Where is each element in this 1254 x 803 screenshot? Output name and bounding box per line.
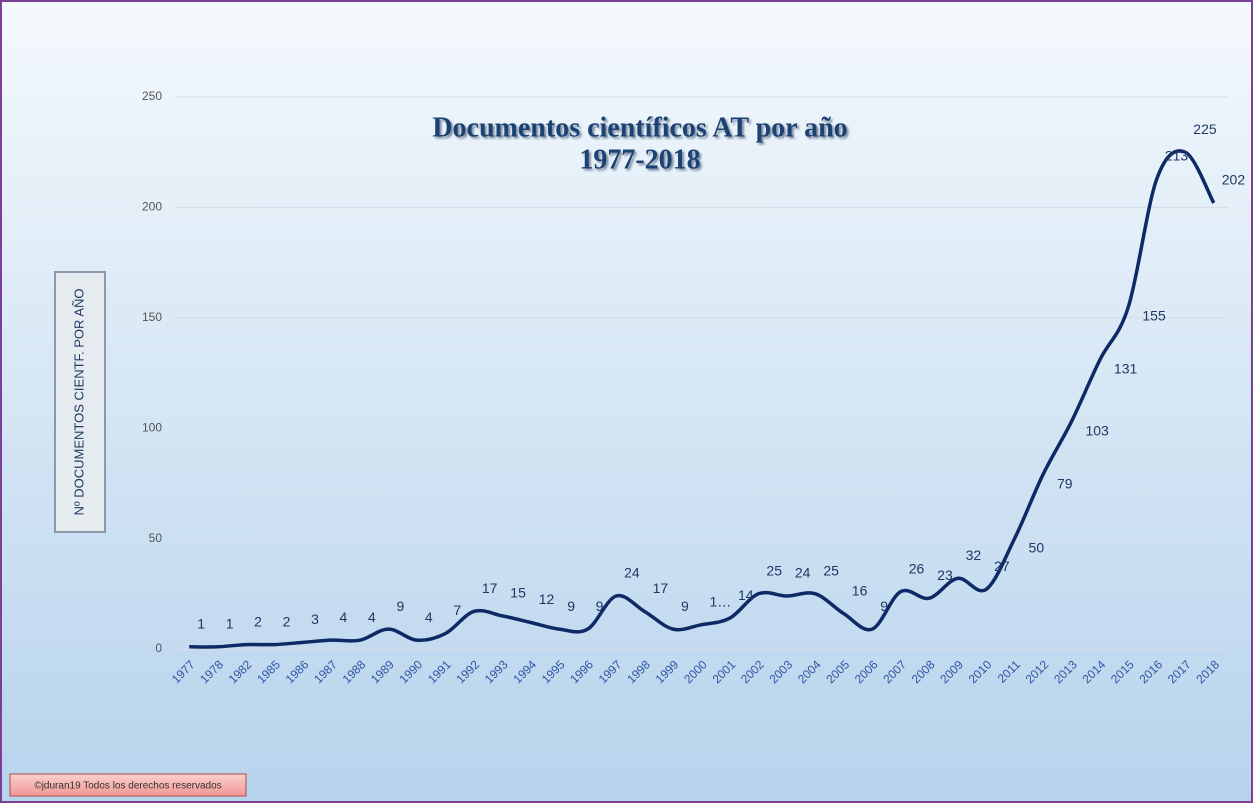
data-label: 202 — [1222, 172, 1246, 188]
data-label: 15 — [510, 585, 526, 601]
y-tick-label: 50 — [149, 531, 163, 545]
chart-subtitle: 1977-2018 — [579, 144, 700, 175]
data-label: 17 — [482, 580, 498, 596]
data-label: 16 — [852, 582, 868, 598]
data-label: 25 — [766, 563, 782, 579]
data-label: 4 — [425, 609, 433, 625]
data-label: 2 — [254, 613, 262, 629]
data-label: 23 — [937, 567, 953, 583]
y-tick-label: 200 — [142, 200, 162, 214]
y-axis-label: Nº DOCUMENTOS CIENTF. POR AÑO — [71, 289, 86, 516]
data-label: 14 — [738, 587, 754, 603]
data-label: 1 — [226, 615, 234, 631]
data-label: 9 — [681, 598, 689, 614]
y-label-box — [54, 271, 106, 533]
data-label: 25 — [823, 563, 839, 579]
data-label: 32 — [966, 547, 982, 563]
data-label: 9 — [396, 598, 404, 614]
data-label: 1… — [710, 593, 732, 609]
data-label: 12 — [539, 591, 555, 607]
footer-box — [9, 773, 247, 797]
data-line — [189, 149, 1216, 649]
data-label: 213 — [1165, 147, 1189, 163]
data-label: 27 — [994, 558, 1010, 574]
data-label: 4 — [368, 609, 376, 625]
data-label: 103 — [1085, 422, 1109, 438]
data-label: 24 — [624, 565, 640, 581]
data-label: 9 — [880, 598, 888, 614]
data-label: 9 — [567, 598, 575, 614]
y-tick-label: 0 — [155, 641, 162, 655]
data-label: 50 — [1029, 539, 1045, 555]
data-label: 17 — [653, 580, 669, 596]
data-label: 26 — [909, 560, 925, 576]
chart-title: Documentos científicos AT por año — [432, 112, 847, 143]
data-label: 225 — [1193, 121, 1217, 137]
y-tick-label: 100 — [142, 420, 162, 434]
data-label: 3 — [311, 611, 319, 627]
data-label: 7 — [453, 602, 461, 618]
y-tick-label: 250 — [142, 89, 162, 103]
data-label: 79 — [1057, 475, 1073, 491]
y-tick-label: 150 — [142, 310, 162, 324]
data-label: 131 — [1114, 360, 1138, 376]
data-label: 1 — [197, 615, 205, 631]
data-label: 9 — [596, 598, 604, 614]
data-label: 24 — [795, 565, 811, 581]
footer: ©jduran19 Todos los derechos reservados — [34, 781, 221, 792]
data-label: 4 — [340, 609, 348, 625]
data-label: 155 — [1142, 307, 1166, 323]
data-label: 2 — [283, 613, 291, 629]
